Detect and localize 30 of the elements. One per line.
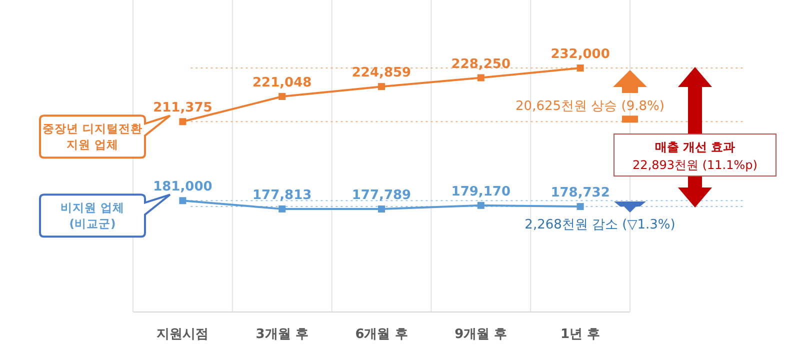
data-label: 179,170	[451, 184, 511, 200]
point	[278, 205, 286, 212]
data-label: 178,732	[550, 186, 610, 201]
point	[179, 118, 186, 126]
annotation: 20,625천원 상승 (9.8%)	[516, 99, 664, 114]
data-label: 232,000	[550, 47, 610, 62]
point	[576, 64, 584, 72]
x-tick-label: 6개월 후	[355, 327, 408, 342]
data-label: 177,789	[352, 188, 412, 203]
data-label: 224,859	[352, 66, 412, 81]
text: 비지원 업체 (비교군)	[60, 200, 125, 231]
data-label: 181,000	[153, 180, 212, 195]
point	[278, 92, 286, 100]
point	[576, 203, 584, 210]
x-tick-label: 1년 후	[560, 327, 600, 342]
text: 2,268천원 감소 (▽1.3%)	[524, 218, 676, 233]
x-tick-label: 9개월 후	[454, 327, 508, 342]
data-label: 211,375	[153, 100, 212, 116]
data-label: 177,813	[252, 188, 312, 203]
x-tick-label: 지원시점	[156, 327, 209, 342]
point	[378, 206, 385, 212]
point	[378, 83, 385, 90]
x-tick-label: 3개월 후	[256, 327, 308, 342]
data-label: 221,048	[252, 75, 312, 90]
point	[179, 197, 186, 204]
point	[477, 202, 484, 209]
text: 중장년 디지털전환 지원 업체	[42, 122, 143, 152]
text: 매출 개선 효과 22,893천원 (11.1%p)	[632, 140, 758, 172]
data-label: 228,250	[451, 56, 511, 72]
point	[477, 74, 484, 82]
